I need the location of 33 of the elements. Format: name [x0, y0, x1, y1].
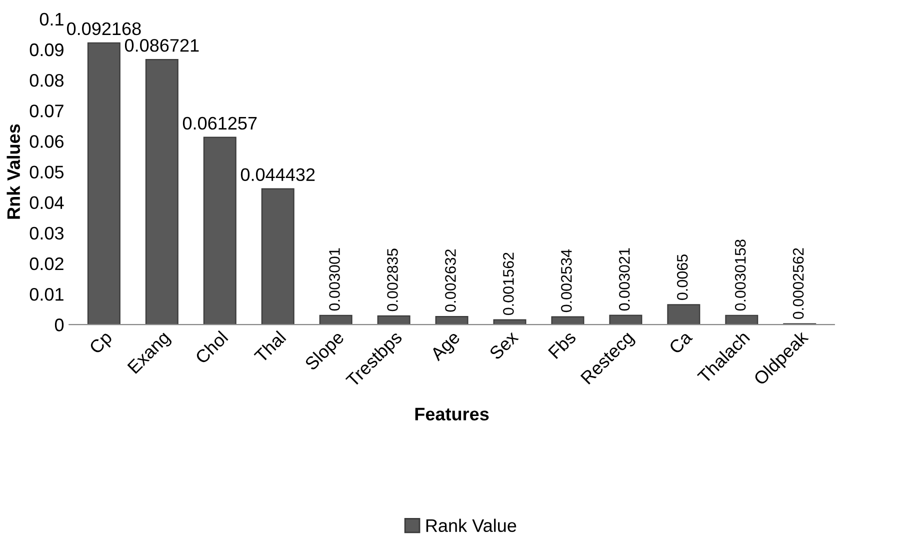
y-tick-label: 0.09	[30, 43, 64, 56]
data-label: 0.003001	[329, 248, 340, 311]
x-tick-label: Sex	[488, 330, 519, 360]
x-tick-label: Ca	[668, 330, 694, 355]
data-label: 0.061257	[182, 116, 257, 130]
y-tick-label: 0	[54, 318, 64, 332]
y-tick-label: 0.02	[30, 257, 64, 270]
y-tick-label: 0.07	[30, 104, 64, 118]
data-label: 0.0002562	[792, 248, 804, 320]
y-tick-label: 0.04	[30, 196, 64, 210]
data-label: 0.092168	[66, 22, 141, 36]
x-axis-title: Features	[415, 408, 489, 420]
y-tick-label: 0.1	[40, 12, 64, 26]
data-label: 0.001562	[503, 252, 514, 316]
data-label: 0.0030158	[734, 240, 746, 311]
data-label: 0.002835	[387, 248, 398, 312]
data-label: 0.086721	[124, 39, 199, 52]
y-tick-label: 0.01	[30, 288, 64, 301]
data-label: 0.002632	[445, 249, 456, 312]
x-tick-label: Cp	[88, 330, 116, 358]
y-tick-label: 0.03	[30, 226, 64, 240]
data-label: 0.044432	[240, 168, 315, 182]
y-tick-label: 0.08	[30, 74, 64, 87]
y-tick-label: 0.06	[30, 135, 64, 148]
y-tick-label: 0.05	[30, 166, 64, 178]
data-label: 0.003021	[618, 248, 630, 311]
x-tick-label: Fbs	[547, 330, 577, 360]
data-label: 0.0065	[676, 254, 688, 300]
data-label: 0.002534	[561, 249, 572, 312]
x-tick-label: Thal	[253, 330, 286, 364]
y-axis-title: Rnk Values	[6, 124, 20, 219]
legend-label: Rank Value	[426, 518, 516, 532]
x-tick-label: Age	[430, 330, 464, 364]
